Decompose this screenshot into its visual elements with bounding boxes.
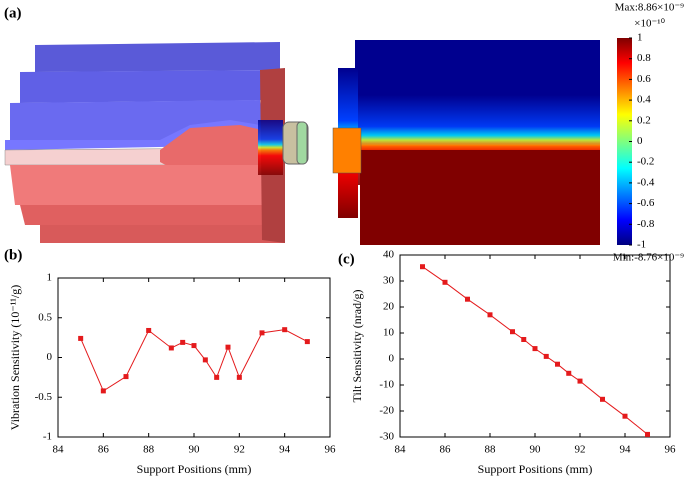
colorbar-tick-label: 0.4 [637,94,651,106]
colorbar-tick-label: -0.8 [637,218,655,230]
point [645,431,650,437]
point [146,327,152,333]
x-tick-label: 94 [279,444,291,456]
x-axis-label: Support Positions (mm) [137,462,252,476]
y-tick-label: 20 [383,301,395,313]
point [600,396,605,402]
series-line [80,329,308,392]
point [442,279,448,285]
point [236,374,242,380]
point [465,296,470,302]
x-tick-label: 88 [143,444,155,456]
colorbar-tick-label: -0.2 [637,156,654,168]
colorbar-tick-label: 0.2 [637,114,651,126]
point [168,345,174,351]
point [555,361,560,367]
point [622,413,628,419]
point [304,339,310,345]
y-tick-label: -0.5 [35,391,53,403]
plot-frame [57,277,331,438]
x-tick-label: 92 [234,444,245,456]
y-tick-label: -1 [43,431,52,443]
x-tick-label: 84 [395,444,407,456]
point [202,357,208,363]
colorbar-tick-label: 0 [637,135,643,147]
x-axis-label: Support Positions (mm) [478,462,593,476]
colorbar [617,38,632,245]
y-tick-label: 40 [383,249,395,261]
point [487,312,493,318]
x-tick-label: 94 [620,444,632,456]
y-tick-label: -30 [379,431,394,443]
point [420,264,425,270]
colorbar-tick-label: -1 [637,239,646,251]
y-tick-label: 0 [389,353,395,365]
x-tick-label: 92 [575,444,586,456]
x-tick-label: 88 [485,444,497,456]
point [123,374,129,380]
colorbar-max: Max:8.86×10⁻⁹ [615,2,684,14]
point [180,339,186,345]
y-tick-label: 10 [383,327,395,339]
panel-label: (b) [4,247,22,263]
colorbar-min: Min:-8.76×10⁻⁹ [613,252,684,264]
point [225,344,231,350]
colorbar-tick-label: 0.6 [637,73,651,85]
panel-label: (c) [338,251,355,267]
y-tick-label: -20 [379,405,394,417]
y-tick-label: 30 [383,275,395,287]
point [532,346,538,352]
point [191,343,197,349]
y-axis-label: Vibration Sensitivity (10⁻¹¹/g) [8,285,22,430]
y-tick-label: -10 [379,379,394,391]
y-tick-label: 1 [47,272,53,284]
colorbar-tick-label: 1 [637,32,643,44]
y-axis-label: Tilt Sensitivity (nrad/g) [350,290,364,403]
x-tick-label: 86 [440,444,452,456]
point [566,370,572,376]
point [543,353,549,359]
y-tick-label: 0 [47,351,53,363]
point [521,337,527,342]
x-tick-label: 96 [665,444,677,456]
point [259,330,265,336]
x-tick-label: 96 [325,444,337,456]
point [282,327,288,333]
series-line [422,266,648,435]
point [577,378,583,384]
right-model [332,40,600,245]
x-tick-label: 90 [189,444,201,456]
left-model [4,42,309,243]
panel-label: (a) [4,5,22,21]
point [78,335,84,341]
colorbar-tick-label: 0.8 [637,52,651,64]
colorbar-tick-label: -0.6 [637,197,655,209]
point [510,329,515,335]
x-tick-label: 86 [98,444,110,456]
colorbar-tick-label: -0.4 [637,176,655,188]
plot-frame [399,254,671,438]
colorbar-scale: ×10⁻¹⁰ [634,18,665,30]
point [214,374,220,380]
point [100,388,106,394]
x-tick-label: 90 [530,444,542,456]
x-tick-label: 84 [53,444,65,456]
y-tick-label: 0.5 [38,311,52,323]
